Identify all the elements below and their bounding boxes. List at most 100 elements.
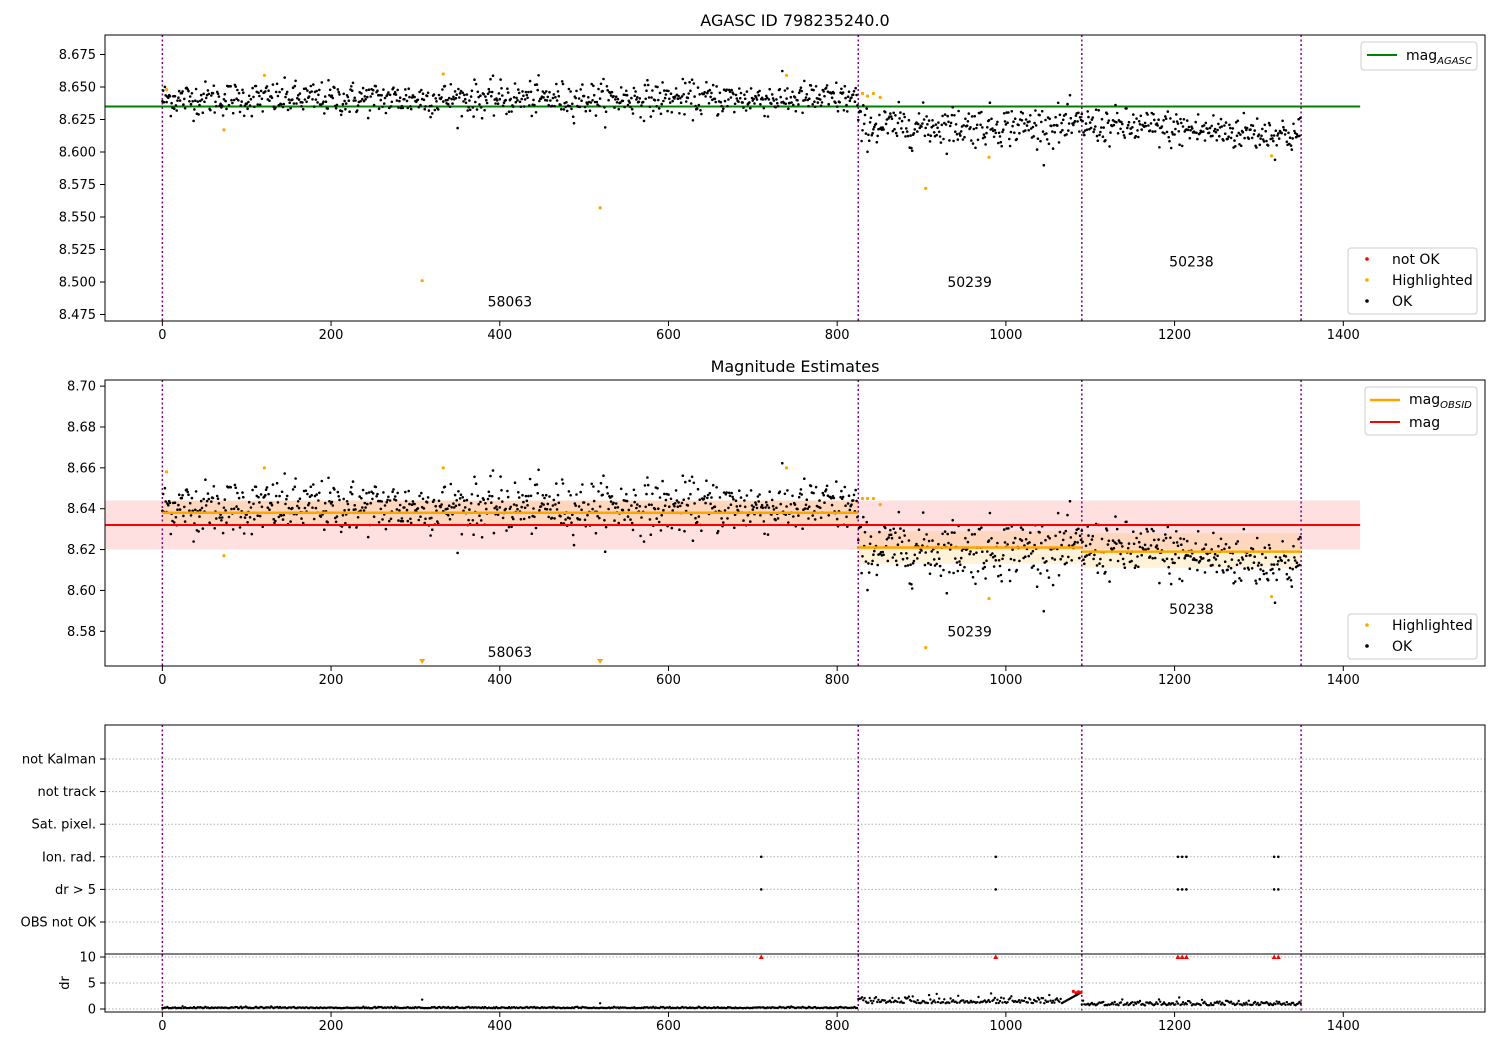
ok-point [850,503,853,507]
ok-point [824,488,828,491]
ok-point [204,96,208,100]
ok-point [653,507,657,511]
ok-point [875,140,879,144]
highlighted-point [222,128,226,132]
ok-point [1169,536,1172,539]
ok-point [613,106,616,109]
ok-point [528,104,531,107]
ok-point [1087,115,1090,119]
ok-point [1029,531,1032,534]
ok-point [501,94,504,97]
ok-point [905,552,908,555]
highlighted-point [878,503,882,507]
ok-point [716,529,720,533]
ok-point [889,115,893,118]
dr-point [1055,997,1059,1000]
ok-point [991,127,994,130]
ok-point [1243,136,1246,140]
ok-point [570,107,573,111]
ok-point [819,98,822,101]
ok-point [801,111,804,115]
ok-point [797,91,801,94]
ok-point [649,115,653,118]
ok-point [250,532,254,536]
dr-point [1247,999,1251,1002]
ok-point [1018,559,1021,563]
ok-point [1272,134,1276,137]
ok-point [1163,559,1166,563]
ok-point [401,519,405,523]
ok-point [660,513,663,517]
ok-point [258,94,261,98]
ok-point [1120,542,1123,545]
ok-point [630,504,633,507]
ok-point [984,143,987,146]
ok-point [471,106,475,109]
ok-point [949,121,953,125]
ok-point [761,98,765,101]
ok-point [404,490,407,494]
flag-row-label: OBS not OK [21,916,97,931]
ok-point [948,139,951,142]
ok-point [846,95,850,98]
ok-point [814,85,818,88]
ok-point [578,518,582,521]
ok-point [1276,563,1279,566]
ok-point [518,100,522,104]
dr-point [1203,1000,1206,1003]
ok-point [501,104,505,108]
panel2-legend-upper: magOBSID mag [1364,386,1478,436]
ok-point [1086,110,1089,113]
ok-point [664,93,668,96]
ok-point [398,99,401,103]
ok-point [1256,564,1260,567]
ok-point [349,490,352,494]
ok-point [916,557,919,560]
ok-point [733,513,737,516]
ok-point [1078,556,1081,560]
ok-point [758,493,761,496]
ok-point [249,506,253,509]
ok-point [416,98,420,102]
ok-point [684,81,687,85]
ok-point [742,519,745,522]
ok-point [1210,548,1213,551]
x-tick-label: 1000 [989,673,1022,688]
ok-point [709,95,712,99]
ok-point [692,82,696,85]
ok-point [1274,555,1278,559]
ok-point [1174,127,1177,131]
ok-point [1281,119,1284,123]
ok-point [218,516,221,519]
ok-point [389,517,393,521]
ok-point [1085,554,1089,557]
ok-point [973,114,976,118]
ok-point [1234,145,1237,148]
ok-point [1212,531,1215,535]
dr-point [902,1001,905,1005]
ok-point [516,507,519,511]
ok-point [980,526,983,529]
ok-point [984,577,987,580]
dr-point [993,996,997,1000]
ok-point [382,88,385,91]
ok-point [486,497,490,501]
ok-point [889,528,892,532]
ok-point [636,503,639,506]
ok-point [771,97,775,100]
ok-point [164,500,167,503]
dr-point [1081,999,1085,1002]
ok-point [1207,558,1211,562]
ok-point [1032,564,1035,568]
ok-point [350,89,354,92]
ok-point [1288,136,1292,139]
ok-point [953,531,956,534]
ok-point [765,501,768,504]
ok-point [617,521,620,525]
ok-point [988,101,992,104]
ok-point [776,104,780,108]
ok-point [1234,580,1237,583]
ok-point [1020,119,1024,122]
ok-point [1078,116,1082,119]
